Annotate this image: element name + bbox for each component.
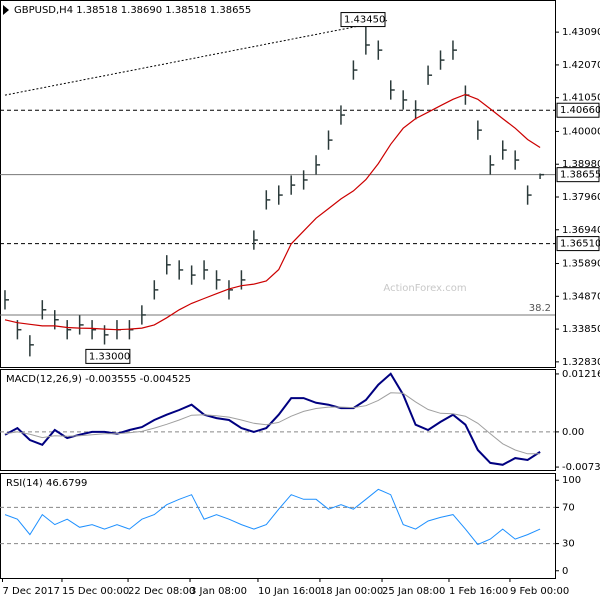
moving-average: [4, 93, 541, 331]
y-tick-label: 1.43090: [562, 27, 600, 38]
level-label: 1.36510: [560, 239, 600, 250]
level-label: 1.40660: [560, 105, 600, 116]
indicator-line: [4, 488, 541, 546]
watermark: ActionForex.com: [383, 283, 466, 294]
y-tick-label: 0.00: [562, 427, 584, 438]
y-tick-label: 1.32830: [562, 357, 600, 368]
y-tick-label: 0.012164: [562, 369, 600, 380]
level-box: [556, 167, 600, 183]
y-tick-label: 1.38980: [562, 159, 600, 170]
level-label: 38.2: [529, 303, 551, 314]
x-tick-label: 25 Jan 08:00: [382, 586, 445, 597]
price-label-box: [340, 12, 386, 28]
panel-title: RSI(14) 46.6799: [6, 478, 87, 489]
y-tick-label: 1.35890: [562, 259, 600, 270]
panel-frame: [0, 473, 556, 579]
y-tick-label: 1.33850: [562, 324, 600, 335]
price-label-box: [85, 348, 131, 364]
indicator-line: [4, 372, 541, 466]
y-tick-label: 100: [562, 475, 581, 486]
panel-title: MACD(12,26,9) -0.003555 -0.004525: [6, 374, 191, 385]
x-tick-label: 15 Dec 00:00: [62, 586, 129, 597]
x-tick-label: 3 Jan 08:00: [190, 586, 247, 597]
symbol-icon: [3, 5, 9, 15]
x-tick-label: 7 Dec 2017: [2, 586, 60, 597]
x-tick-label: 10 Jan 16:00: [258, 586, 321, 597]
y-tick-label: 1.34870: [562, 291, 600, 302]
y-tick-label: -0.007384: [562, 462, 600, 473]
price-label: 1.43450: [344, 15, 385, 26]
trendline: [4, 20, 388, 96]
y-tick-label: 1.40000: [562, 126, 600, 137]
y-tick-label: 0: [562, 566, 568, 577]
panel-frame: [0, 369, 556, 471]
x-tick-label: 18 Jan 00:00: [320, 586, 383, 597]
y-tick-label: 1.41050: [562, 93, 600, 104]
level-label: 1.38655: [560, 170, 600, 181]
y-tick-label: 1.42070: [562, 60, 600, 71]
y-tick-label: 1.36940: [562, 225, 600, 236]
indicator-line: [4, 392, 541, 455]
x-tick-label: 9 Feb 00:00: [510, 586, 569, 597]
x-tick-label: 1 Feb 16:00: [449, 586, 508, 597]
panel-title: GBPUSD,H4 1.38518 1.38690 1.38518 1.3865…: [14, 5, 251, 16]
y-tick-label: 70: [562, 502, 575, 513]
y-tick-label: 30: [562, 539, 575, 550]
price-label: 1.33000: [89, 351, 130, 362]
level-box: [556, 236, 600, 252]
y-tick-label: 1.37960: [562, 192, 600, 203]
level-box: [556, 102, 600, 118]
panel-frame: [0, 0, 556, 368]
x-tick-label: 22 Dec 08:00: [128, 586, 195, 597]
